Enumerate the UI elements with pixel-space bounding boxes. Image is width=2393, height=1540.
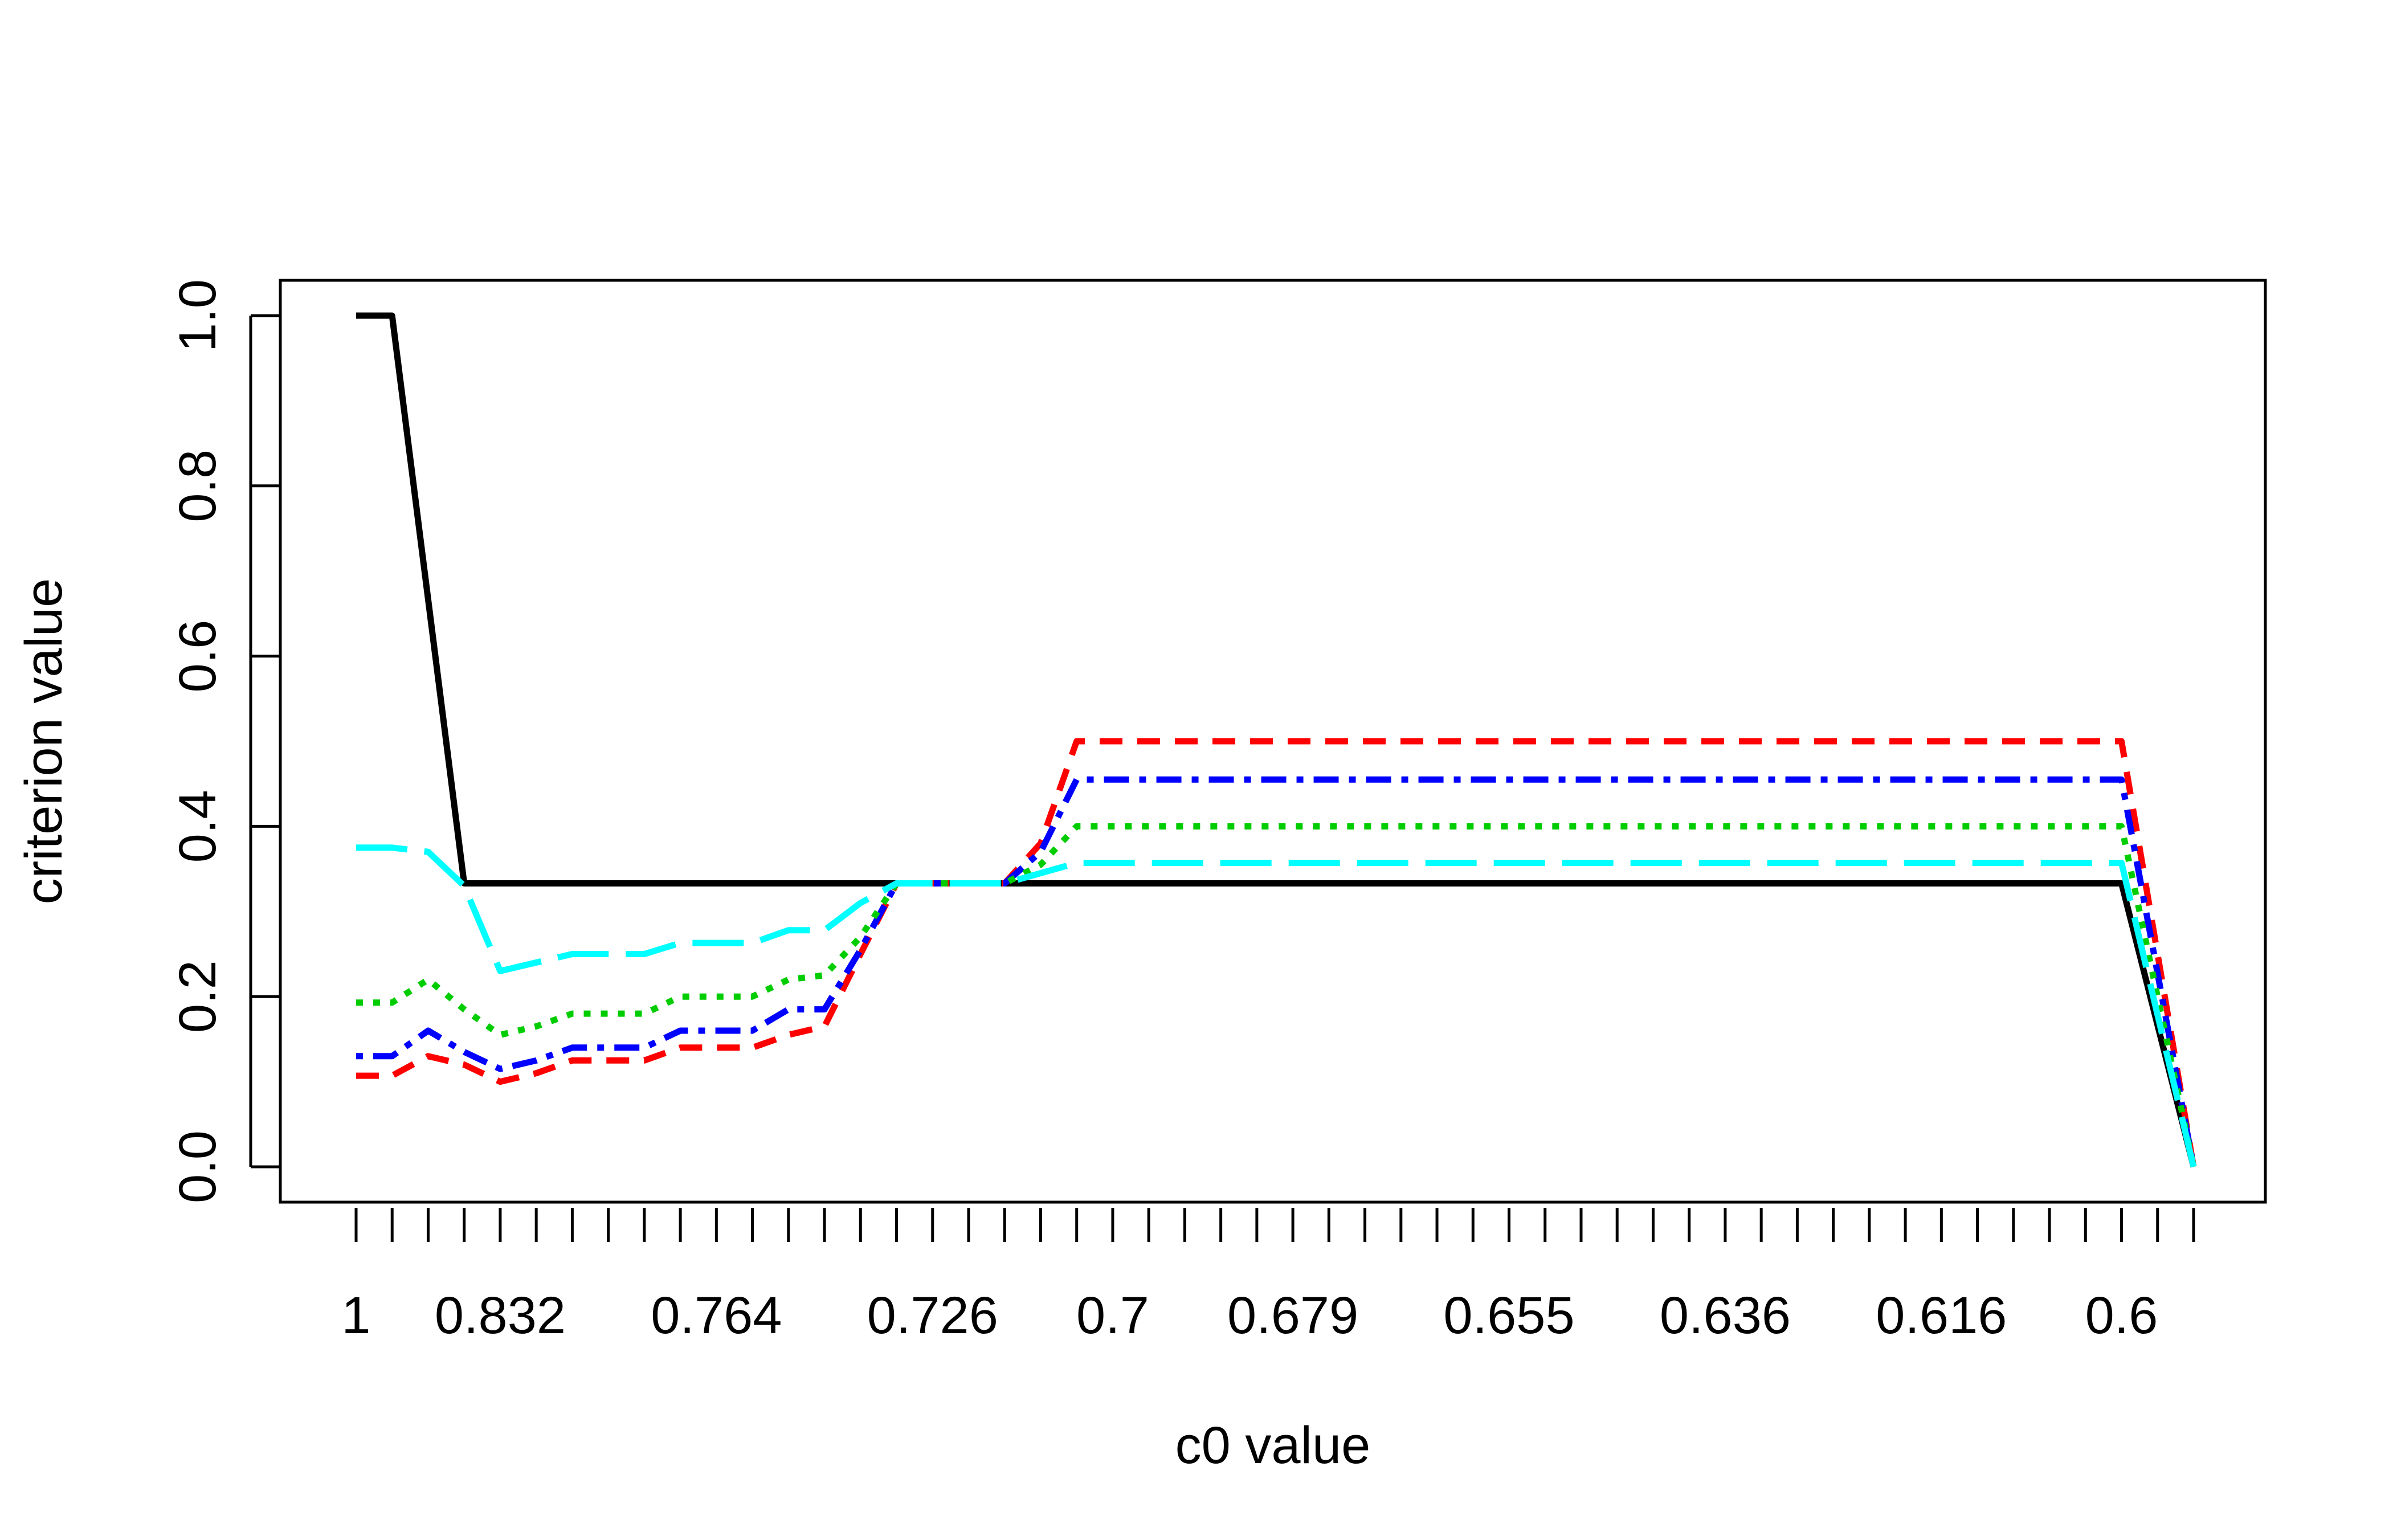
x-tick-label: 0.7 [1076, 1286, 1149, 1345]
series-line-5 [356, 844, 2197, 1168]
x-tick-label: 0.679 [1227, 1286, 1358, 1345]
y-tick-label: 1.0 [169, 279, 227, 352]
x-tick-label: 0.616 [1876, 1286, 2007, 1345]
x-tick-label: 0.832 [435, 1286, 566, 1345]
x-axis: 1 0.832 0.764 0.726 0.7 0.679 0.655 0.636 0.616 0… [341, 1208, 2195, 1345]
series-line-1 [356, 312, 2197, 1168]
plot-frame [279, 279, 2267, 1204]
x-tick-label: 0.726 [867, 1286, 998, 1345]
series-layer [356, 312, 2197, 1168]
x-tick-label: 0.764 [651, 1286, 782, 1345]
y-axis-title: criterion value [15, 578, 73, 905]
y-tick-label: 0.8 [169, 450, 227, 522]
series-line-2 [356, 738, 2197, 1167]
y-tick-label: 0.2 [169, 960, 227, 1033]
x-tick-label: 0.6 [2085, 1286, 2158, 1345]
series-line-4 [356, 823, 2197, 1168]
y-axis: 0.0 0.2 0.4 0.6 0.8 1.0 [169, 279, 280, 1203]
y-tick-label: 0.6 [169, 620, 227, 693]
x-tick-label: 0.636 [1660, 1286, 1791, 1345]
x-axis-title: c0 value [1175, 1416, 1371, 1474]
y-tick-label: 0.0 [169, 1130, 227, 1203]
x-tick-label: 0.655 [1443, 1286, 1574, 1345]
x-tick-label: 1 [341, 1286, 370, 1345]
y-tick-label: 0.4 [169, 790, 227, 863]
series-line-3 [356, 776, 2197, 1168]
